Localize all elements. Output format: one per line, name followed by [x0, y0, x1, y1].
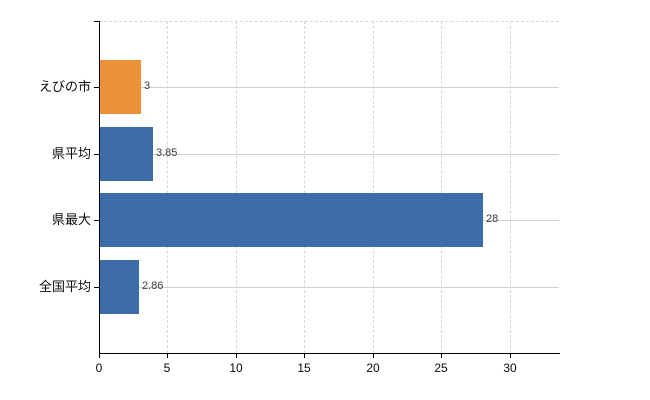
x-axis-tick — [304, 353, 305, 358]
bar — [100, 260, 139, 314]
vertical-gridline — [441, 21, 443, 353]
value-label: 3 — [144, 80, 151, 92]
value-label: 2.86 — [142, 280, 164, 292]
vertical-gridline — [235, 21, 237, 353]
category-gridline — [100, 287, 559, 288]
x-axis-tick — [167, 353, 168, 358]
bar — [100, 127, 153, 181]
vertical-gridline — [509, 21, 511, 353]
x-axis-tick — [236, 353, 237, 358]
bar — [100, 60, 141, 114]
category-gridline — [100, 87, 559, 88]
y-axis-tick — [94, 220, 99, 221]
x-axis-tick-label: 15 — [297, 361, 311, 375]
value-label: 28 — [486, 213, 499, 225]
y-axis-end-tick — [94, 21, 99, 22]
value-label: 3.85 — [156, 147, 178, 159]
bar — [100, 193, 483, 247]
x-axis-tick — [510, 353, 511, 358]
x-axis-tick-label: 25 — [434, 361, 448, 375]
y-axis-line — [99, 21, 100, 354]
category-label: 県最大 — [51, 212, 91, 227]
plot-top-border — [99, 21, 559, 22]
x-axis-tick-label: 5 — [163, 361, 171, 375]
vertical-gridline — [304, 21, 306, 353]
x-axis-tick — [99, 353, 100, 358]
x-axis-tick — [373, 353, 374, 358]
y-axis-tick — [94, 154, 99, 155]
y-axis-tick — [94, 287, 99, 288]
vertical-gridline — [167, 21, 169, 353]
category-label: 全国平均 — [38, 279, 91, 294]
x-axis-tick-label: 30 — [503, 361, 517, 375]
category-label: 県平均 — [51, 146, 91, 161]
y-axis-tick — [94, 87, 99, 88]
vertical-gridline — [372, 21, 374, 353]
x-axis-line — [99, 353, 560, 354]
category-gridline — [100, 154, 559, 155]
x-axis-tick-label: 20 — [366, 361, 380, 375]
x-axis-tick-label: 10 — [229, 361, 243, 375]
x-axis-tick-label: 0 — [95, 361, 103, 375]
category-label: えびの市 — [38, 79, 91, 94]
x-axis-tick — [441, 353, 442, 358]
